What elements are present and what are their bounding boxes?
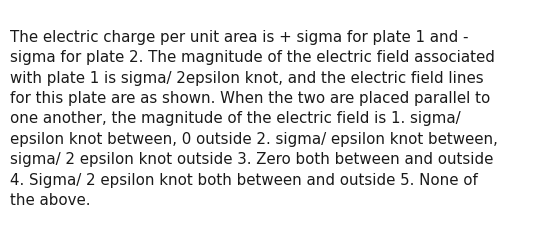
Text: The electric charge per unit area is + sigma for plate 1 and -
sigma for plate 2: The electric charge per unit area is + s… (10, 30, 498, 207)
